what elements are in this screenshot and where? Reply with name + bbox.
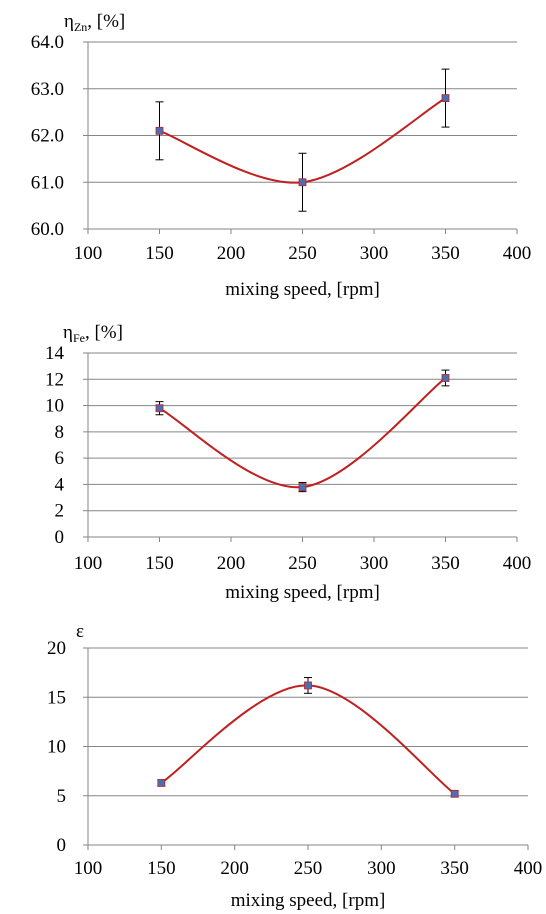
x-tick-label: 100 xyxy=(74,243,103,264)
x-tick-label: 400 xyxy=(503,243,532,264)
x-tick-label: 100 xyxy=(74,553,103,574)
y-tick-label: 0 xyxy=(57,835,67,856)
x-tick-label: 250 xyxy=(294,858,323,879)
y-tick-label: 10 xyxy=(45,396,64,417)
x-tick-label: 100 xyxy=(74,858,103,879)
y-tick-label: 2 xyxy=(55,501,65,522)
data-point xyxy=(441,94,450,102)
y-tick-label: 15 xyxy=(47,687,66,708)
chart-1: 60.0 61.0 62.0 63.0 64.0 100 150 200 250 300 350 40… xyxy=(31,11,532,300)
y-axis-label: ε xyxy=(76,621,84,642)
x-tick-label: 250 xyxy=(288,243,317,264)
y-tick-label: 4 xyxy=(55,474,65,495)
data-point xyxy=(304,681,312,690)
data-point xyxy=(441,374,450,382)
x-tick-label: 300 xyxy=(360,553,389,574)
data-point xyxy=(298,483,307,491)
chart-3: 0 5 10 15 20 100 150 200 250 300 350 400 mixing spee… xyxy=(47,621,542,911)
y-tick-label: 14 xyxy=(45,343,65,364)
y-tick-label: 12 xyxy=(45,369,64,390)
y-tick-label: 6 xyxy=(55,448,65,469)
data-point xyxy=(157,779,166,787)
y-tick-label: 0 xyxy=(55,527,65,548)
data-point xyxy=(298,178,307,187)
series-line xyxy=(159,377,447,489)
x-axis-label: mixing speed, [rpm] xyxy=(225,279,380,300)
series-line xyxy=(160,684,456,795)
x-axis-label: mixing speed, [rpm] xyxy=(225,582,380,603)
x-tick-label: 400 xyxy=(514,858,543,879)
y-tick-label: 62.0 xyxy=(31,126,64,147)
y-tick-label: 5 xyxy=(57,786,67,807)
y-axis-label: ηFe, [%] xyxy=(63,322,123,345)
x-tick-label: 400 xyxy=(503,553,532,574)
x-tick-label: 200 xyxy=(217,553,246,574)
data-point xyxy=(450,789,459,798)
x-tick-label: 350 xyxy=(431,243,460,264)
x-tick-label: 350 xyxy=(440,858,469,879)
x-tick-label: 150 xyxy=(145,553,174,574)
x-tick-label: 150 xyxy=(145,243,174,264)
x-tick-label: 300 xyxy=(367,858,396,879)
y-tick-label: 64.0 xyxy=(31,32,64,53)
y-tick-label: 60.0 xyxy=(31,219,64,240)
y-axis-label: ηZn, [%] xyxy=(64,11,125,34)
data-point xyxy=(155,404,164,413)
x-tick-label: 200 xyxy=(220,858,249,879)
chart-2: 0 2 4 6 8 10 12 14 100 150 200 250 300 350 400 mixing s… xyxy=(45,322,531,603)
y-tick-label: 20 xyxy=(47,638,66,659)
x-tick-label: 250 xyxy=(288,553,317,574)
y-tick-label: 61.0 xyxy=(31,172,64,193)
data-point xyxy=(155,126,164,135)
x-tick-label: 300 xyxy=(360,243,389,264)
y-tick-label: 10 xyxy=(47,737,66,758)
x-tick-label: 350 xyxy=(431,553,460,574)
x-tick-label: 200 xyxy=(217,243,246,264)
x-axis-label: mixing speed, [rpm] xyxy=(231,890,386,911)
y-tick-label: 8 xyxy=(55,422,65,443)
x-tick-label: 150 xyxy=(147,858,176,879)
y-tick-label: 63.0 xyxy=(31,79,64,100)
